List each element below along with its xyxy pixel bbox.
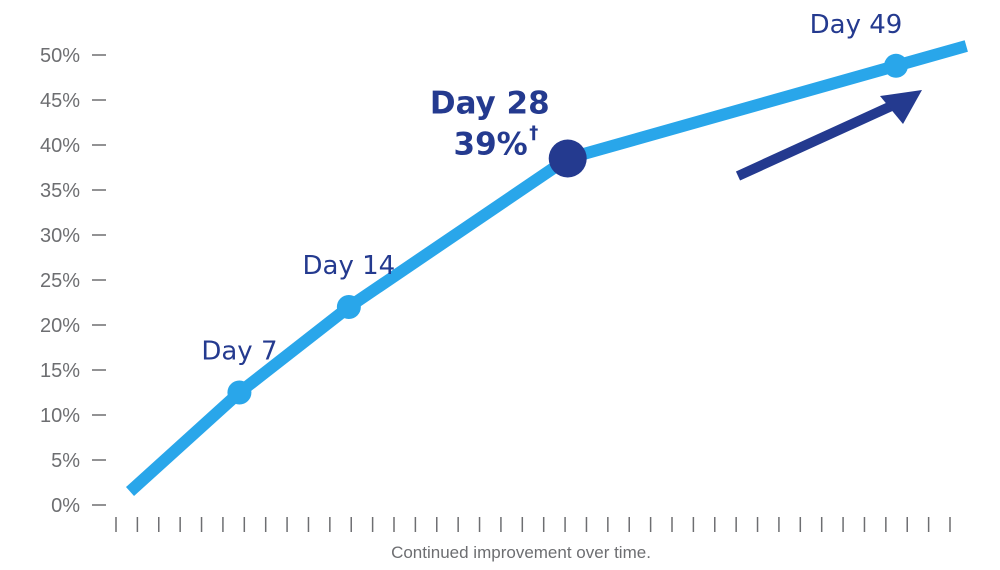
trend-arrow-head [880, 90, 922, 124]
series-layer [125, 40, 968, 496]
point-label: Day 14 [303, 251, 396, 281]
y-tick-label: 45% [40, 90, 80, 112]
y-tick-label: 5% [51, 450, 80, 472]
y-tick-label: 40% [40, 135, 80, 157]
point-marker [227, 380, 252, 405]
x-axis-ticks [115, 517, 951, 532]
trend-arrow-shaft [735, 98, 901, 181]
y-tick-label: 25% [40, 270, 80, 292]
point-label: Day 49 [810, 10, 903, 40]
markers-layer: Day 7 Day 14 Day 28 39% † Day 49 [201, 10, 908, 405]
point-marker [336, 295, 361, 319]
trend-arrow [735, 90, 922, 181]
footnote-mark: † [529, 123, 538, 144]
point-label: Day 28 [430, 86, 550, 122]
y-tick-label: 35% [40, 180, 80, 202]
point-value-label: 39% [454, 127, 528, 163]
series-line [125, 40, 968, 496]
y-tick-label: 20% [40, 315, 80, 337]
point-marker-highlight [548, 139, 587, 178]
y-axis: 0% 5% 10% 15% 20% 25% 30% 35% 40% 45% 50% [40, 45, 106, 517]
y-tick-label: 0% [51, 495, 80, 517]
point-marker [884, 53, 908, 78]
y-tick-label: 30% [40, 225, 80, 247]
chart-caption: Continued improvement over time. [391, 543, 651, 562]
point-label: Day 7 [201, 337, 277, 367]
y-tick-label: 50% [40, 45, 80, 67]
y-tick-label: 15% [40, 360, 80, 382]
y-tick-label: 10% [40, 405, 80, 427]
